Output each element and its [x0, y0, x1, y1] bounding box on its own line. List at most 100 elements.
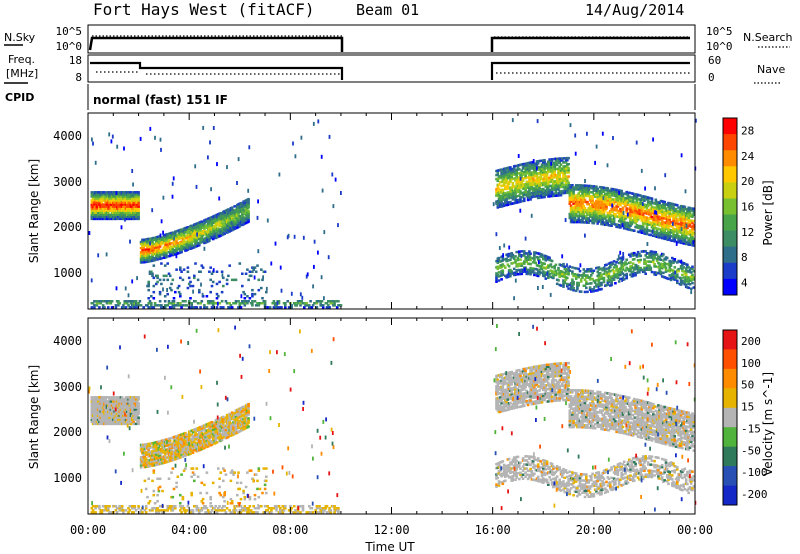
scatter-mid-velocity: [143, 467, 268, 505]
cpid-text: normal (fast) 151 IF: [93, 93, 228, 107]
colorbar-tick: 4: [741, 276, 748, 289]
scatter-mid-power: [146, 262, 268, 300]
arc-band-velocity: [139, 402, 250, 469]
xaxis-tick: 00:00: [70, 523, 106, 537]
colorbar-tick: 16: [741, 201, 754, 214]
vel-ytick-3000: 3000: [53, 380, 82, 394]
power-panel: Slant Range [km] 4000 3000 2000 1000: [27, 112, 697, 310]
xaxis-tick: 04:00: [171, 523, 207, 537]
cpid-panel: normal (fast) 151 IF: [87, 84, 696, 110]
colorbar-tick: 200: [741, 335, 761, 348]
colorbar-tick: 100: [741, 357, 761, 370]
colorbar-tick: -50: [741, 444, 761, 457]
nsky-label: N.Sky: [4, 31, 36, 44]
velocity-panel: Slant Range [km] 4000 3000 2000 1000: [27, 317, 697, 515]
vel-ytick-2000: 2000: [53, 425, 82, 439]
power-ytick-2000: 2000: [53, 220, 82, 234]
sparse-points: [88, 118, 697, 307]
ground-band-power: [90, 300, 343, 309]
colorbar-swatch: [723, 388, 737, 409]
power-ytick-3000: 3000: [53, 175, 82, 189]
noise-panel: N.Sky 10^5 10^0 10^5 10^0 N.Search: [4, 24, 793, 54]
xaxis-tick: 20:00: [576, 523, 612, 537]
power-pixels: [87, 113, 697, 309]
late-low-band-velocity: [495, 455, 696, 499]
colorbar-swatch: [723, 262, 737, 280]
nsearch-trace: [92, 35, 690, 38]
time-axis: 00:00 04:00 08:00 12:00 16:00 20:00 00:00: [70, 523, 713, 537]
vel-ytick-1000: 1000: [53, 471, 82, 485]
colorbar-tick: 15: [741, 401, 754, 414]
ground-band-velocity: [90, 505, 340, 514]
vel-ytick-4000: 4000: [53, 334, 82, 348]
velocity-colorbar-label: Velocity [m s^-1]: [761, 372, 775, 476]
power-ytick-1000: 1000: [53, 266, 82, 280]
late-low-band-power: [495, 250, 696, 294]
nave-trace: [96, 71, 690, 75]
xaxis-tick: 12:00: [373, 523, 409, 537]
colorbar-swatch: [723, 214, 737, 232]
nave-tick-low: 0: [708, 71, 715, 84]
velocity-colorbar: 200 100 50 15 -15 -50 -100 -200: [722, 329, 768, 506]
noise-tick-low-right: 10^0: [706, 40, 733, 53]
colorbar-tick: 20: [741, 175, 754, 188]
sparse-points: [88, 324, 697, 512]
xaxis-tick: 16:00: [475, 523, 511, 537]
late-band-velocity: [495, 361, 696, 452]
colorbar-tick: -15: [741, 422, 761, 435]
noise-tick-high: 10^5: [56, 25, 83, 38]
nsky-trace: [88, 36, 690, 52]
power-colorbar-label: Power [dB]: [761, 180, 775, 245]
nave-tick-high: 60: [708, 54, 721, 67]
power-colorbar: 28 24 20 16 12 8 4: [722, 117, 755, 296]
colorbar-tick: 28: [741, 125, 754, 138]
site-title: Fort Hays West (fitACF): [93, 0, 315, 19]
xaxis-label: Time UT: [364, 540, 415, 554]
nave-label: Nave: [757, 63, 785, 76]
colorbar-swatch: [723, 198, 737, 216]
velocity-pixels: [87, 318, 697, 514]
nsearch-label: N.Search: [743, 31, 793, 44]
noise-tick-low: 10^0: [56, 40, 83, 53]
colorbar-swatch: [723, 134, 737, 151]
colorbar-swatch: [723, 278, 737, 296]
colorbar-swatch: [723, 150, 737, 167]
colorbar-swatch: [723, 230, 737, 248]
arc-band-power: [139, 197, 250, 264]
colorbar-swatch: [723, 182, 737, 199]
colorbar-swatch: [723, 246, 737, 264]
colorbar-swatch: [723, 368, 737, 389]
colorbar-swatch: [723, 166, 737, 183]
freq-panel: Freq. [MHz] 18 8 60 0 Nave: [4, 53, 785, 84]
freq-unit-label: [MHz]: [6, 67, 38, 80]
early-band-velocity: [90, 396, 140, 426]
colorbar-swatch: [723, 407, 737, 428]
colorbar-tick: -100: [741, 466, 768, 479]
xaxis-tick: 00:00: [677, 523, 713, 537]
date-label: 14/Aug/2014: [585, 1, 684, 19]
colorbar-tick: 24: [741, 150, 755, 163]
colorbar-swatch: [723, 330, 737, 350]
colorbar-tick: 50: [741, 379, 754, 392]
freq-tick-low: 8: [75, 71, 82, 84]
xaxis-tick: 08:00: [272, 523, 308, 537]
freq-trace: [90, 61, 690, 80]
power-ytick-4000: 4000: [53, 129, 82, 143]
freq-tick-high: 18: [69, 54, 82, 67]
cpid-label: CPID: [5, 91, 34, 104]
beam-label: Beam 01: [356, 1, 419, 19]
noise-tick-high-right: 10^5: [706, 25, 733, 38]
colorbar-swatch: [723, 118, 737, 135]
colorbar-swatch: [723, 466, 737, 486]
colorbar-swatch: [723, 446, 737, 467]
power-ylabel: Slant Range [km]: [27, 159, 41, 263]
late-band-power: [495, 156, 696, 247]
colorbar-tick: -200: [741, 488, 768, 501]
colorbar-swatch: [723, 485, 737, 506]
early-band-power: [90, 191, 140, 221]
colorbar-tick: 8: [741, 251, 748, 264]
freq-label: Freq.: [8, 53, 35, 66]
colorbar-tick: 12: [741, 226, 754, 239]
colorbar-swatch: [723, 427, 737, 448]
